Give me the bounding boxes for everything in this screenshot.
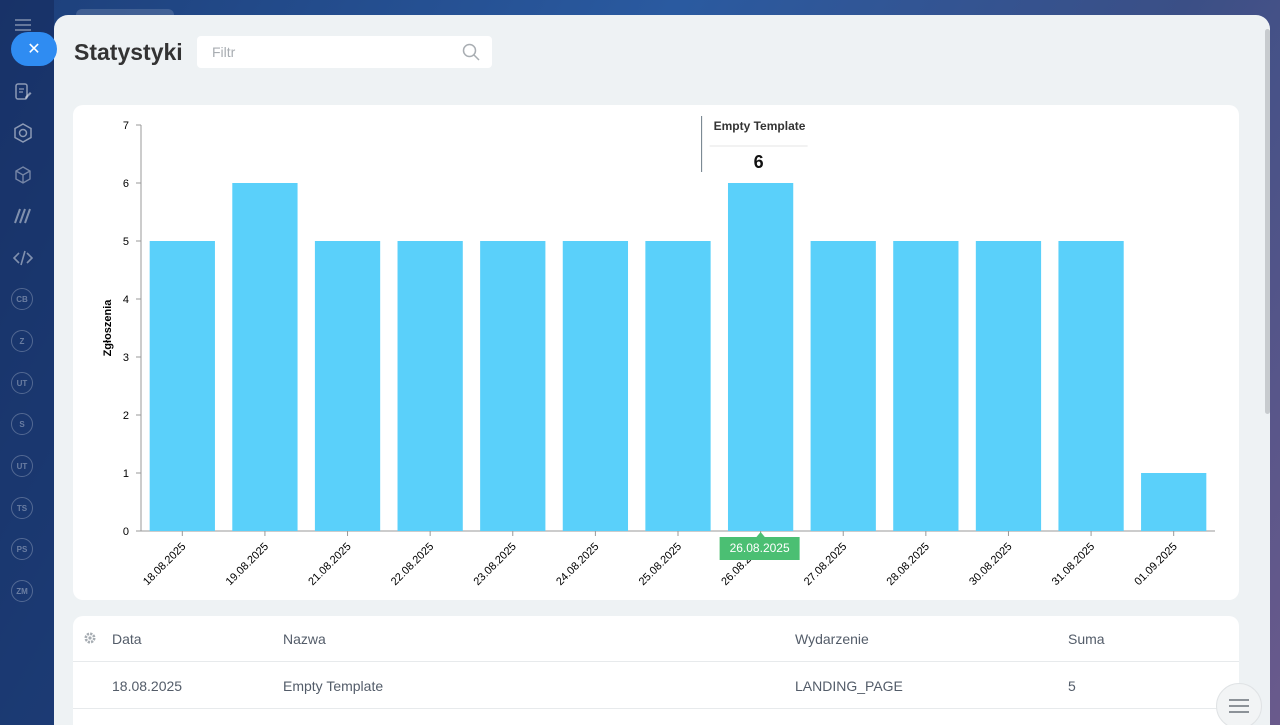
cell-event: LANDING_PAGE	[795, 678, 903, 694]
list-icon	[1229, 699, 1249, 713]
sidebar-badge[interactable]: Z	[11, 330, 33, 352]
close-icon: ✕	[27, 41, 41, 58]
x-tick-label: 25.08.2025	[637, 541, 684, 588]
cell-sum: 5	[1068, 678, 1076, 694]
stripes-icon[interactable]	[12, 205, 34, 227]
x-tick-label: 28.08.2025	[885, 541, 932, 588]
x-tick-label: 19.08.2025	[224, 541, 271, 588]
bar	[397, 241, 463, 531]
sidebar-badge[interactable]: ZM	[11, 580, 33, 602]
table-row[interactable]: 18.08.2025 Empty Template LANDING_PAGE 5	[73, 663, 1239, 709]
column-header-sum[interactable]: Suma	[1068, 631, 1105, 647]
bar	[1141, 473, 1207, 531]
x-tick-label: 27.08.2025	[802, 541, 849, 588]
y-tick-label: 0	[123, 526, 129, 538]
y-tick-label: 3	[123, 352, 129, 364]
close-slider-button[interactable]: ✕	[11, 32, 57, 66]
bar	[232, 183, 298, 531]
x-tick-label: 18.08.2025	[141, 541, 188, 588]
bar	[149, 241, 215, 531]
sidebar-badge[interactable]: UT	[11, 372, 33, 394]
x-tick-label: 24.08.2025	[554, 541, 601, 588]
bar	[314, 241, 381, 531]
hexagon-icon[interactable]	[12, 122, 34, 144]
y-tick-label: 6	[123, 178, 129, 190]
y-axis-label: Zgłoszenia	[102, 299, 114, 357]
sidebar-badge[interactable]: TS	[11, 497, 33, 519]
bar	[810, 241, 876, 531]
x-tick-label: 21.08.2025	[306, 541, 353, 588]
statistics-panel: Statystyki 01234567Zgłoszenia18.08.20251…	[54, 15, 1270, 725]
search-icon[interactable]	[462, 43, 480, 61]
gear-icon[interactable]	[83, 631, 97, 645]
bar	[975, 241, 1042, 531]
stats-table: Data Nazwa Wydarzenie Suma 18.08.2025 Em…	[73, 616, 1239, 725]
column-header-name[interactable]: Nazwa	[283, 631, 326, 647]
bar	[1058, 241, 1124, 531]
cube-icon[interactable]	[12, 164, 34, 186]
page-title: Statystyki	[74, 39, 183, 65]
bar	[645, 241, 711, 531]
x-tick-label: 31.08.2025	[1050, 541, 1097, 588]
cursor-label-bg	[719, 537, 800, 560]
panel-scrollbar[interactable]	[1265, 29, 1270, 414]
sidebar-badge[interactable]: CB	[11, 288, 33, 310]
sidebar-badge[interactable]: S	[11, 413, 33, 435]
tooltip-series: Empty Template	[714, 119, 806, 133]
cell-date: 18.08.2025	[112, 678, 183, 694]
bar	[480, 241, 546, 531]
bar	[562, 241, 629, 531]
bar-chart: 0 1 2 3 4 5 6 7 Zgłoszenia 18.08.2025 19.08.2025 21…	[102, 116, 1215, 588]
chart-card: 0 1 2 3 4 5 6 7 Zgłoszenia 18.08.2025 19.08.2025 21…	[73, 105, 1239, 600]
x-tick-label: 30.08.2025	[967, 541, 1014, 588]
document-edit-icon[interactable]	[12, 81, 34, 103]
y-tick-label: 5	[123, 236, 129, 248]
background-tab	[76, 9, 174, 19]
list-menu-button[interactable]	[1216, 683, 1262, 725]
column-header-event[interactable]: Wydarzenie	[795, 631, 869, 647]
y-tick-label: 4	[123, 294, 129, 306]
cursor-pointer	[755, 532, 766, 538]
cursor-label: 26.08.2025	[730, 541, 790, 555]
y-tick-label: 2	[123, 410, 129, 422]
x-tick-label: 22.08.2025	[389, 541, 436, 588]
x-tick-label: 23.08.2025	[471, 541, 518, 588]
menu-icon[interactable]	[12, 14, 34, 36]
filter-box[interactable]	[197, 36, 492, 68]
x-tick-label: 01.09.2025	[1132, 541, 1179, 588]
y-tick-label: 7	[123, 120, 129, 132]
code-icon[interactable]	[12, 247, 34, 269]
column-header-date[interactable]: Data	[112, 631, 142, 647]
sidebar-badge[interactable]: UT	[11, 455, 33, 477]
table-header: Data Nazwa Wydarzenie Suma	[73, 616, 1239, 662]
cell-name: Empty Template	[283, 678, 384, 694]
sidebar-badge[interactable]: PS	[11, 538, 33, 560]
tooltip-value: 6	[754, 152, 764, 172]
y-tick-label: 1	[123, 468, 129, 480]
bar	[727, 183, 794, 531]
background-sidebar: CB Z UT S UT TS PS ZM	[0, 0, 54, 725]
bar	[893, 241, 959, 531]
filter-input[interactable]	[197, 36, 447, 68]
